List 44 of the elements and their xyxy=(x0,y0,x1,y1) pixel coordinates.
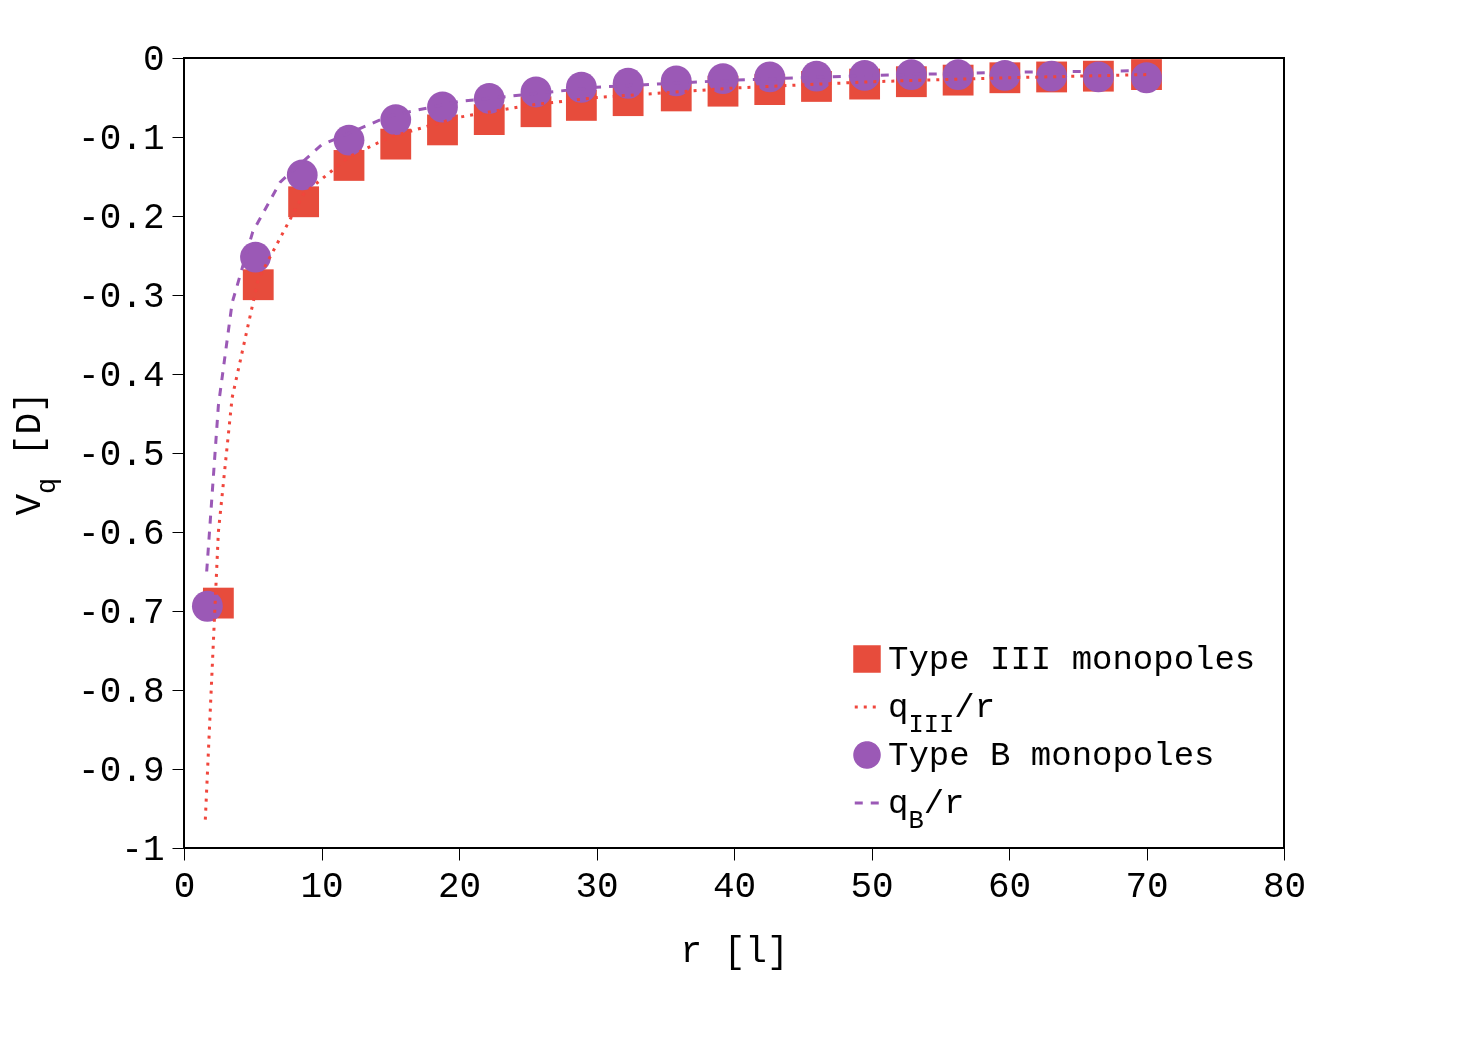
y-tick-label: -0.9 xyxy=(78,750,165,792)
x-tick-label: 30 xyxy=(575,866,619,908)
point xyxy=(660,65,692,97)
y-tick-label: -1 xyxy=(121,829,165,871)
y-tick-label: -0.6 xyxy=(78,513,165,555)
point xyxy=(895,59,927,90)
point xyxy=(849,60,881,91)
point xyxy=(286,159,318,191)
point xyxy=(333,124,365,156)
x-tick-label: 50 xyxy=(850,866,894,908)
y-tick-label: -0.8 xyxy=(78,671,165,713)
point xyxy=(707,63,739,94)
y-tick-label: -0.3 xyxy=(78,276,165,318)
x-tick-label: 60 xyxy=(987,866,1032,908)
legend-label: q$_{B}$/r xyxy=(888,785,965,836)
y-tick-label: -0.7 xyxy=(78,592,165,634)
point xyxy=(191,590,223,622)
point xyxy=(427,91,458,123)
y-tick-label: -0.5 xyxy=(78,434,165,476)
point xyxy=(288,186,320,218)
x-tick-label: 20 xyxy=(437,866,482,908)
y-tick-label: -0.1 xyxy=(78,118,165,160)
point xyxy=(754,61,786,93)
point xyxy=(801,60,832,92)
y-tick-label: -0.4 xyxy=(78,355,165,397)
x-tick-label: 80 xyxy=(1262,866,1307,908)
x-tick-label: 10 xyxy=(300,866,344,908)
point xyxy=(612,67,644,99)
legend-label: q$_{III}$/r xyxy=(888,689,996,740)
point xyxy=(242,269,274,301)
point xyxy=(565,71,597,103)
point xyxy=(520,76,552,108)
legend-label: Type B monopoles xyxy=(888,737,1215,775)
legend-label: Type III monopoles xyxy=(888,641,1256,679)
point xyxy=(942,59,974,90)
point xyxy=(380,104,412,135)
x-tick-label: 40 xyxy=(712,866,757,908)
x-tick-label: 70 xyxy=(1125,866,1169,908)
point xyxy=(473,82,505,114)
y-tick-label: 0 xyxy=(142,39,165,81)
point xyxy=(240,241,271,273)
y-tick-label: -0.2 xyxy=(78,197,165,239)
x-axis-title: r [l] xyxy=(680,931,789,973)
x-tick-label: 0 xyxy=(173,866,196,908)
